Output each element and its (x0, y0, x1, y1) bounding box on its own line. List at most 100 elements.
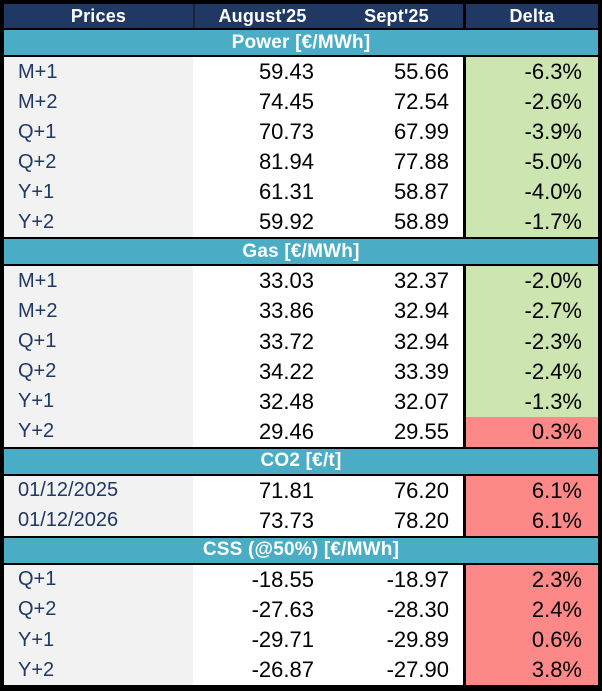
table-row: 01/12/2026 73.73 78.20 6.1% (4, 505, 598, 536)
value-delta: -3.9% (463, 117, 598, 148)
section-header-co2: CO2 [€/t] (4, 446, 598, 476)
row-label: 01/12/2026 (4, 505, 193, 536)
table-row: M+2 33.86 32.94 -2.7% (4, 296, 598, 327)
row-label: Y+1 (4, 386, 193, 417)
section-header-gas: Gas [€/MWh] (4, 237, 598, 267)
table-row: Q+2 34.22 33.39 -2.4% (4, 356, 598, 387)
table-row: Q+1 33.72 32.94 -2.3% (4, 326, 598, 357)
value-august: 33.72 (193, 326, 330, 357)
value-sept: 32.94 (330, 326, 463, 357)
row-label: Y+1 (4, 625, 193, 656)
value-august: -29.71 (193, 625, 330, 656)
column-header-august: August'25 (193, 4, 330, 28)
value-sept: 33.39 (330, 356, 463, 387)
value-august: -27.63 (193, 594, 330, 625)
row-label: Q+1 (4, 326, 193, 357)
column-header-prices: Prices (4, 4, 193, 28)
value-sept: -29.89 (330, 625, 463, 656)
table-row: Q+1 70.73 67.99 -3.9% (4, 117, 598, 148)
row-label: Q+1 (4, 564, 193, 595)
value-sept: 67.99 (330, 117, 463, 148)
row-label: Q+2 (4, 594, 193, 625)
value-delta: -2.7% (463, 296, 598, 327)
value-delta: -2.3% (463, 326, 598, 357)
value-august: 32.48 (193, 386, 330, 417)
value-delta: 0.3% (463, 416, 598, 447)
value-delta: -1.3% (463, 386, 598, 417)
row-label: M+2 (4, 87, 193, 118)
section-title: Gas [€/MWh] (242, 240, 360, 262)
value-sept: -27.90 (330, 655, 463, 686)
row-label: 01/12/2025 (4, 475, 193, 506)
value-delta: -5.0% (463, 147, 598, 178)
value-delta: -2.0% (463, 266, 598, 297)
value-sept: 58.89 (330, 207, 463, 238)
row-label: M+1 (4, 266, 193, 297)
value-delta: 6.1% (463, 475, 598, 506)
value-delta: 2.4% (463, 594, 598, 625)
table-row: Y+2 59.92 58.89 -1.7% (4, 207, 598, 238)
value-sept: 76.20 (330, 475, 463, 506)
row-label: M+1 (4, 57, 193, 88)
value-august: 33.86 (193, 296, 330, 327)
row-label: Q+2 (4, 147, 193, 178)
value-delta: -2.6% (463, 87, 598, 118)
value-august: 71.81 (193, 475, 330, 506)
value-sept: 77.88 (330, 147, 463, 178)
column-header-delta: Delta (463, 4, 598, 28)
table-row: M+1 33.03 32.37 -2.0% (4, 266, 598, 297)
value-august: 29.46 (193, 416, 330, 447)
value-delta: 0.6% (463, 625, 598, 656)
value-august: 33.03 (193, 266, 330, 297)
table-row: Y+1 -29.71 -29.89 0.6% (4, 625, 598, 656)
table-row: Y+2 -26.87 -27.90 3.8% (4, 655, 598, 686)
value-august: 59.43 (193, 57, 330, 88)
value-august: -18.55 (193, 564, 330, 595)
value-delta: -4.0% (463, 177, 598, 208)
section-header-power: Power [€/MWh] (4, 28, 598, 57)
row-label: Y+2 (4, 207, 193, 238)
table-row: Q+2 81.94 77.88 -5.0% (4, 147, 598, 178)
value-august: 59.92 (193, 207, 330, 238)
value-sept: 58.87 (330, 177, 463, 208)
value-august: -26.87 (193, 655, 330, 686)
column-header-sept: Sept'25 (330, 4, 463, 28)
value-delta: -1.7% (463, 207, 598, 238)
section-header-css: CSS (@50%) [€/MWh] (4, 535, 598, 565)
value-august: 81.94 (193, 147, 330, 178)
value-delta: 3.8% (463, 655, 598, 686)
value-delta: -6.3% (463, 57, 598, 88)
table-row: M+2 74.45 72.54 -2.6% (4, 87, 598, 118)
value-sept: 32.94 (330, 296, 463, 327)
table-row: Q+2 -27.63 -28.30 2.4% (4, 594, 598, 625)
table-row: Q+1 -18.55 -18.97 2.3% (4, 564, 598, 595)
table-row: 01/12/2025 71.81 76.20 6.1% (4, 475, 598, 506)
value-sept: 29.55 (330, 416, 463, 447)
value-sept: 78.20 (330, 505, 463, 536)
value-sept: 72.54 (330, 87, 463, 118)
value-august: 34.22 (193, 356, 330, 387)
row-label: M+2 (4, 296, 193, 327)
value-august: 74.45 (193, 87, 330, 118)
table-row: Y+1 32.48 32.07 -1.3% (4, 386, 598, 417)
value-august: 70.73 (193, 117, 330, 148)
row-label: Y+2 (4, 655, 193, 686)
value-august: 61.31 (193, 177, 330, 208)
section-title: CO2 [€/t] (260, 450, 342, 472)
value-delta: 6.1% (463, 505, 598, 536)
value-sept: 32.07 (330, 386, 463, 417)
value-august: 73.73 (193, 505, 330, 536)
table-row: Y+1 61.31 58.87 -4.0% (4, 177, 598, 208)
value-sept: -18.97 (330, 564, 463, 595)
value-sept: 55.66 (330, 57, 463, 88)
value-sept: -28.30 (330, 594, 463, 625)
row-label: Q+2 (4, 356, 193, 387)
section-title: Power [€/MWh] (231, 31, 371, 53)
value-sept: 32.37 (330, 266, 463, 297)
row-label: Y+2 (4, 416, 193, 447)
value-delta: -2.4% (463, 356, 598, 387)
table-row: M+1 59.43 55.66 -6.3% (4, 57, 598, 88)
value-delta: 2.3% (463, 564, 598, 595)
row-label: Y+1 (4, 177, 193, 208)
